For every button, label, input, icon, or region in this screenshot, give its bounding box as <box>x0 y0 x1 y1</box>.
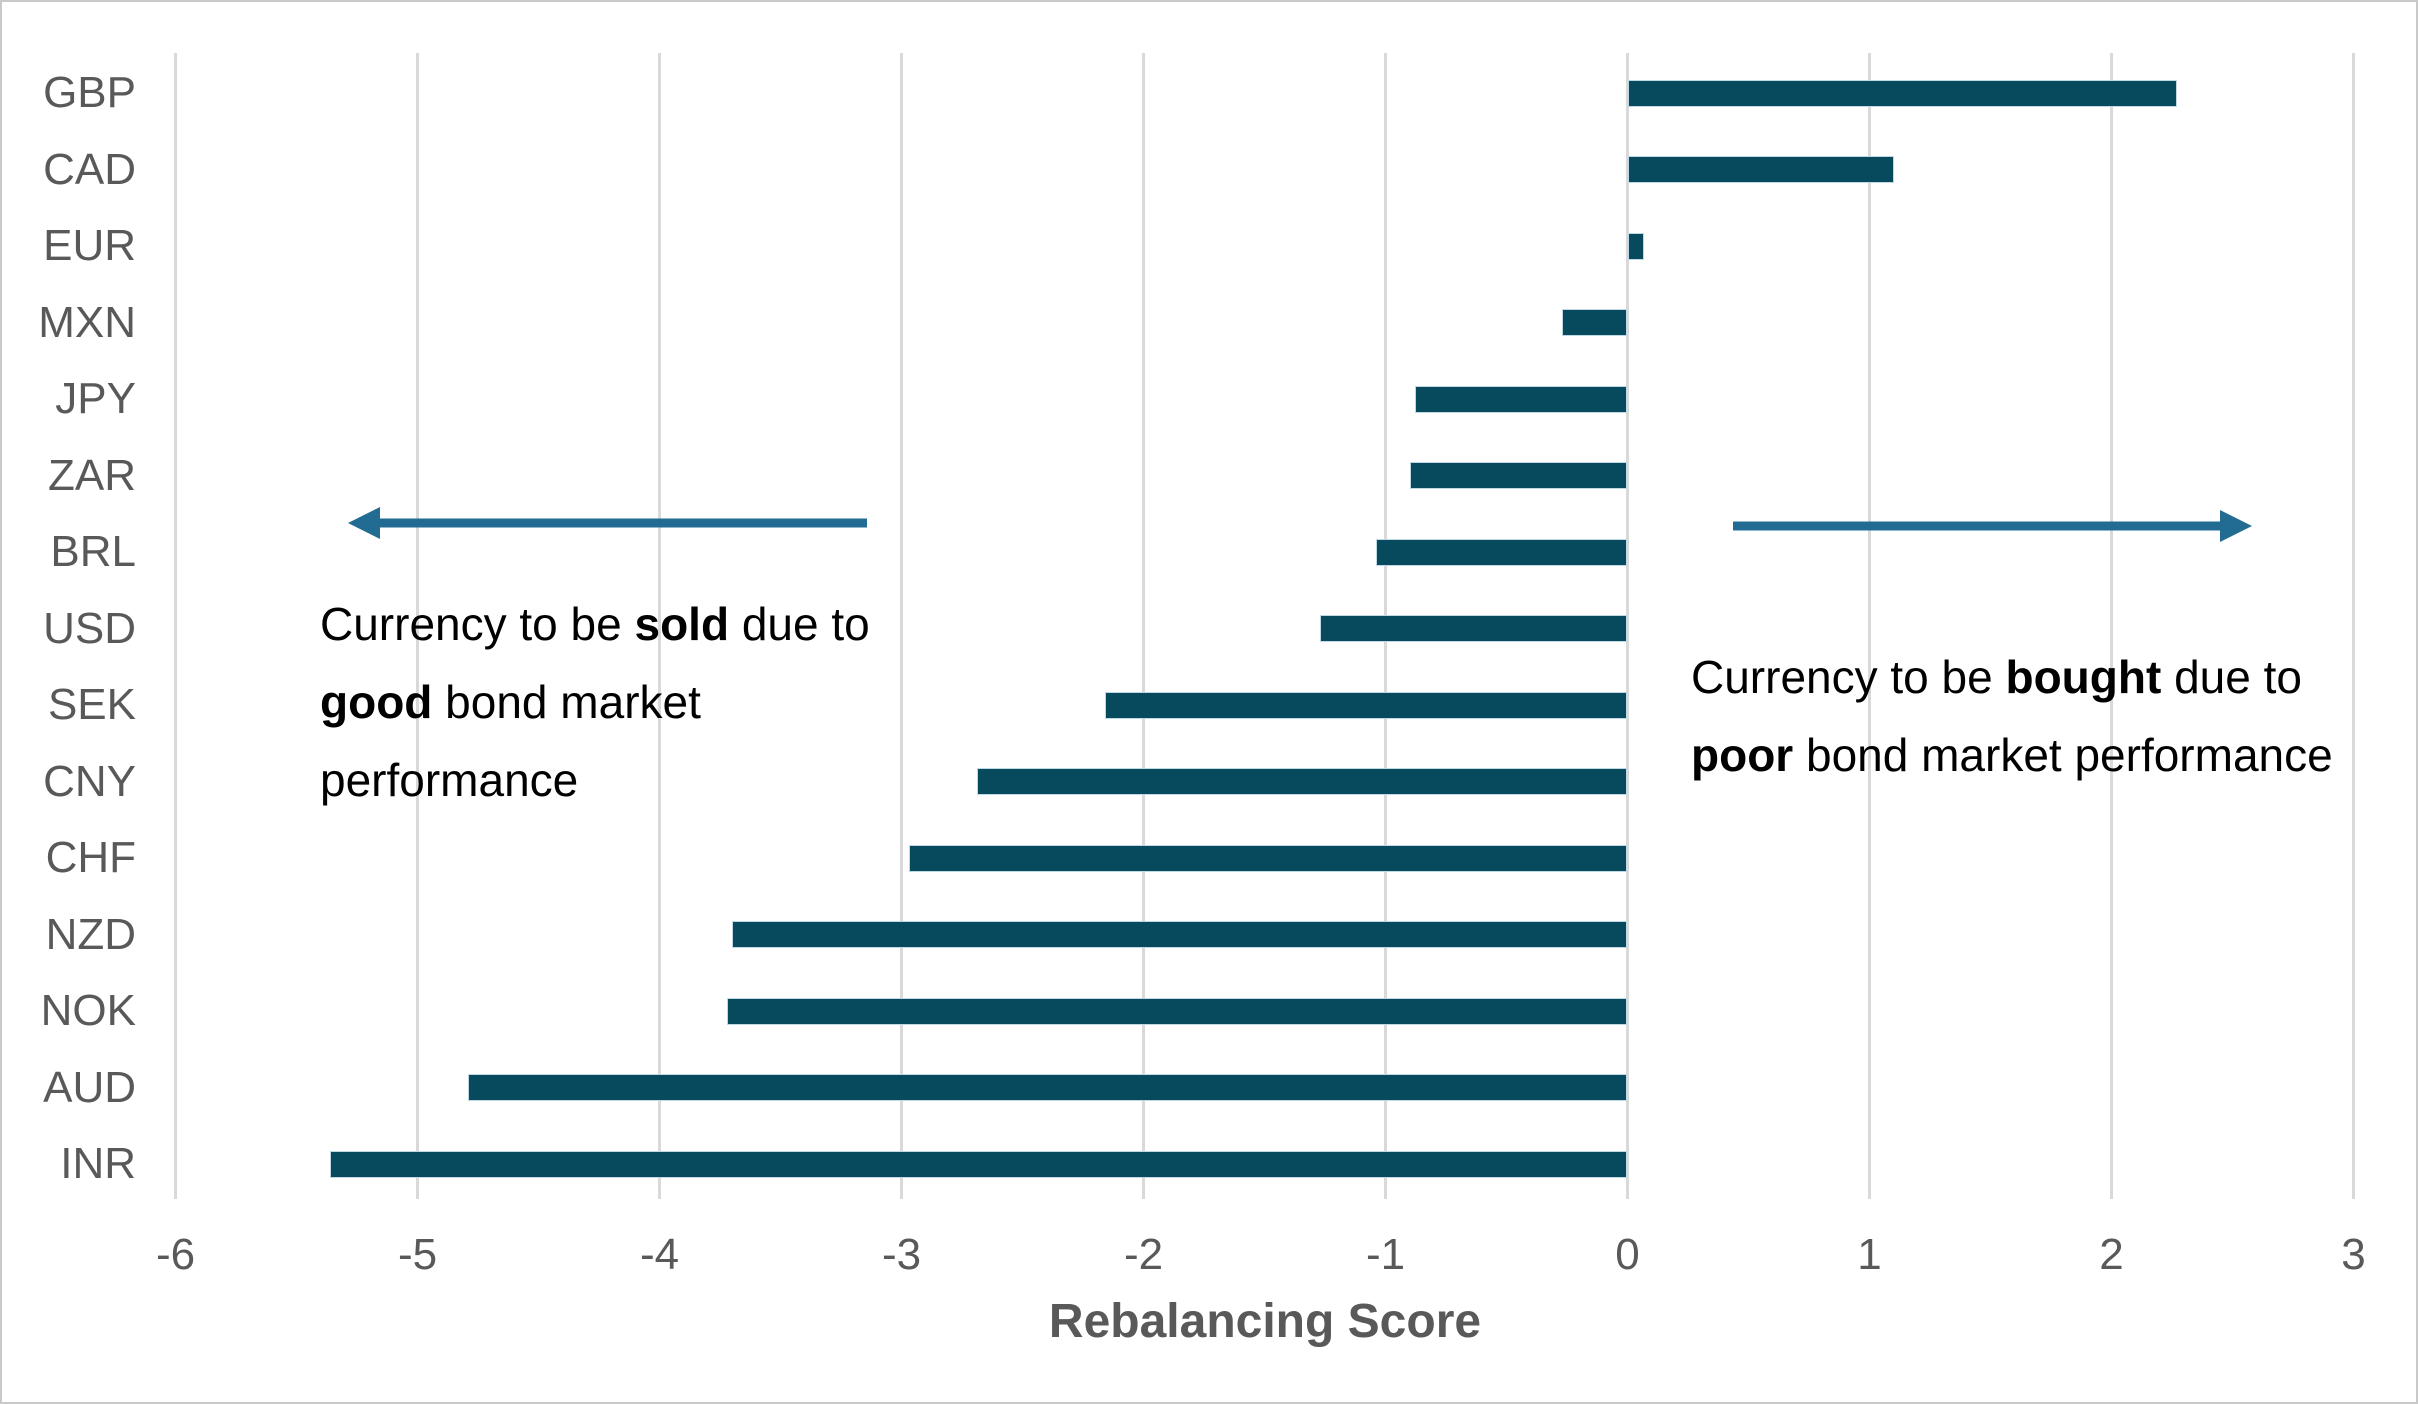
bar-aud <box>468 1074 1628 1101</box>
annotation-line: performance <box>320 754 579 806</box>
left-arrow-icon <box>348 507 867 539</box>
x-axis-title: Rebalancing Score <box>1048 1295 1482 1348</box>
annotation-bought-text: Currency to be bought due to poor bond ma… <box>1691 638 2333 794</box>
gridline-x-0 <box>1626 53 1629 1199</box>
x-tick-label--4: -4 <box>639 1230 680 1279</box>
annotation-line: poor bond market performance <box>1691 729 2333 781</box>
x-tick-label-1: 1 <box>1857 1230 1882 1279</box>
bar-nzd <box>732 921 1628 948</box>
x-tick-label-0: 0 <box>1615 1230 1640 1279</box>
x-tick-label-3: 3 <box>2341 1230 2366 1279</box>
gridline-x-3 <box>2352 53 2355 1199</box>
annotation-sold-text: Currency to be sold due to good bond mark… <box>320 585 870 819</box>
category-label-cad: CAD <box>43 144 136 194</box>
bar-nok <box>727 997 1628 1025</box>
bar-usd <box>1320 615 1628 642</box>
gridline-x--4 <box>658 53 661 1199</box>
category-label-aud: AUD <box>43 1062 136 1112</box>
annotation-line: Currency to be sold due to <box>320 598 870 650</box>
gridline-x-1 <box>1868 53 1871 1199</box>
right-arrow-icon <box>1733 510 2252 542</box>
x-tick-label--6: -6 <box>155 1230 196 1279</box>
category-label-chf: CHF <box>45 833 136 882</box>
x-tick-label-2: 2 <box>2099 1230 2124 1279</box>
bar-chf <box>908 844 1628 872</box>
bar-gbp <box>1627 79 2177 107</box>
category-label-nok: NOK <box>40 986 136 1035</box>
category-label-cny: CNY <box>43 756 136 806</box>
category-label-brl: BRL <box>50 527 136 576</box>
bar-mxn <box>1562 309 1628 336</box>
category-label-zar: ZAR <box>48 450 136 500</box>
category-label-nzd: NZD <box>45 909 136 959</box>
x-tick-label--2: -2 <box>1123 1230 1164 1279</box>
annotation-line: Currency to be bought due to <box>1691 651 2302 703</box>
bar-brl <box>1375 538 1628 566</box>
bar-jpy <box>1414 385 1628 413</box>
category-label-sek: SEK <box>47 680 136 729</box>
x-tick-label--5: -5 <box>397 1230 438 1279</box>
bar-cny <box>976 768 1628 795</box>
category-label-inr: INR <box>60 1139 136 1188</box>
bar-sek <box>1104 691 1628 719</box>
category-label-eur: EUR <box>43 221 136 270</box>
bar-zar <box>1409 462 1628 489</box>
bar-eur <box>1627 232 1645 260</box>
x-tick-label--3: -3 <box>881 1230 922 1279</box>
category-label-gbp: GBP <box>43 68 136 117</box>
bar-inr <box>330 1150 1628 1178</box>
annotation-line: good bond market <box>320 676 701 728</box>
gridline-x--2 <box>1142 53 1145 1199</box>
gridline-x--5 <box>416 53 419 1199</box>
bar-cad <box>1627 156 1894 183</box>
gridline-x--6 <box>174 53 177 1199</box>
gridline-x-2 <box>2110 53 2113 1199</box>
category-label-mxn: MXN <box>38 297 136 347</box>
category-label-jpy: JPY <box>55 374 136 423</box>
gridline-x--3 <box>900 53 903 1199</box>
x-tick-label--1: -1 <box>1365 1230 1406 1279</box>
category-label-usd: USD <box>43 603 136 653</box>
